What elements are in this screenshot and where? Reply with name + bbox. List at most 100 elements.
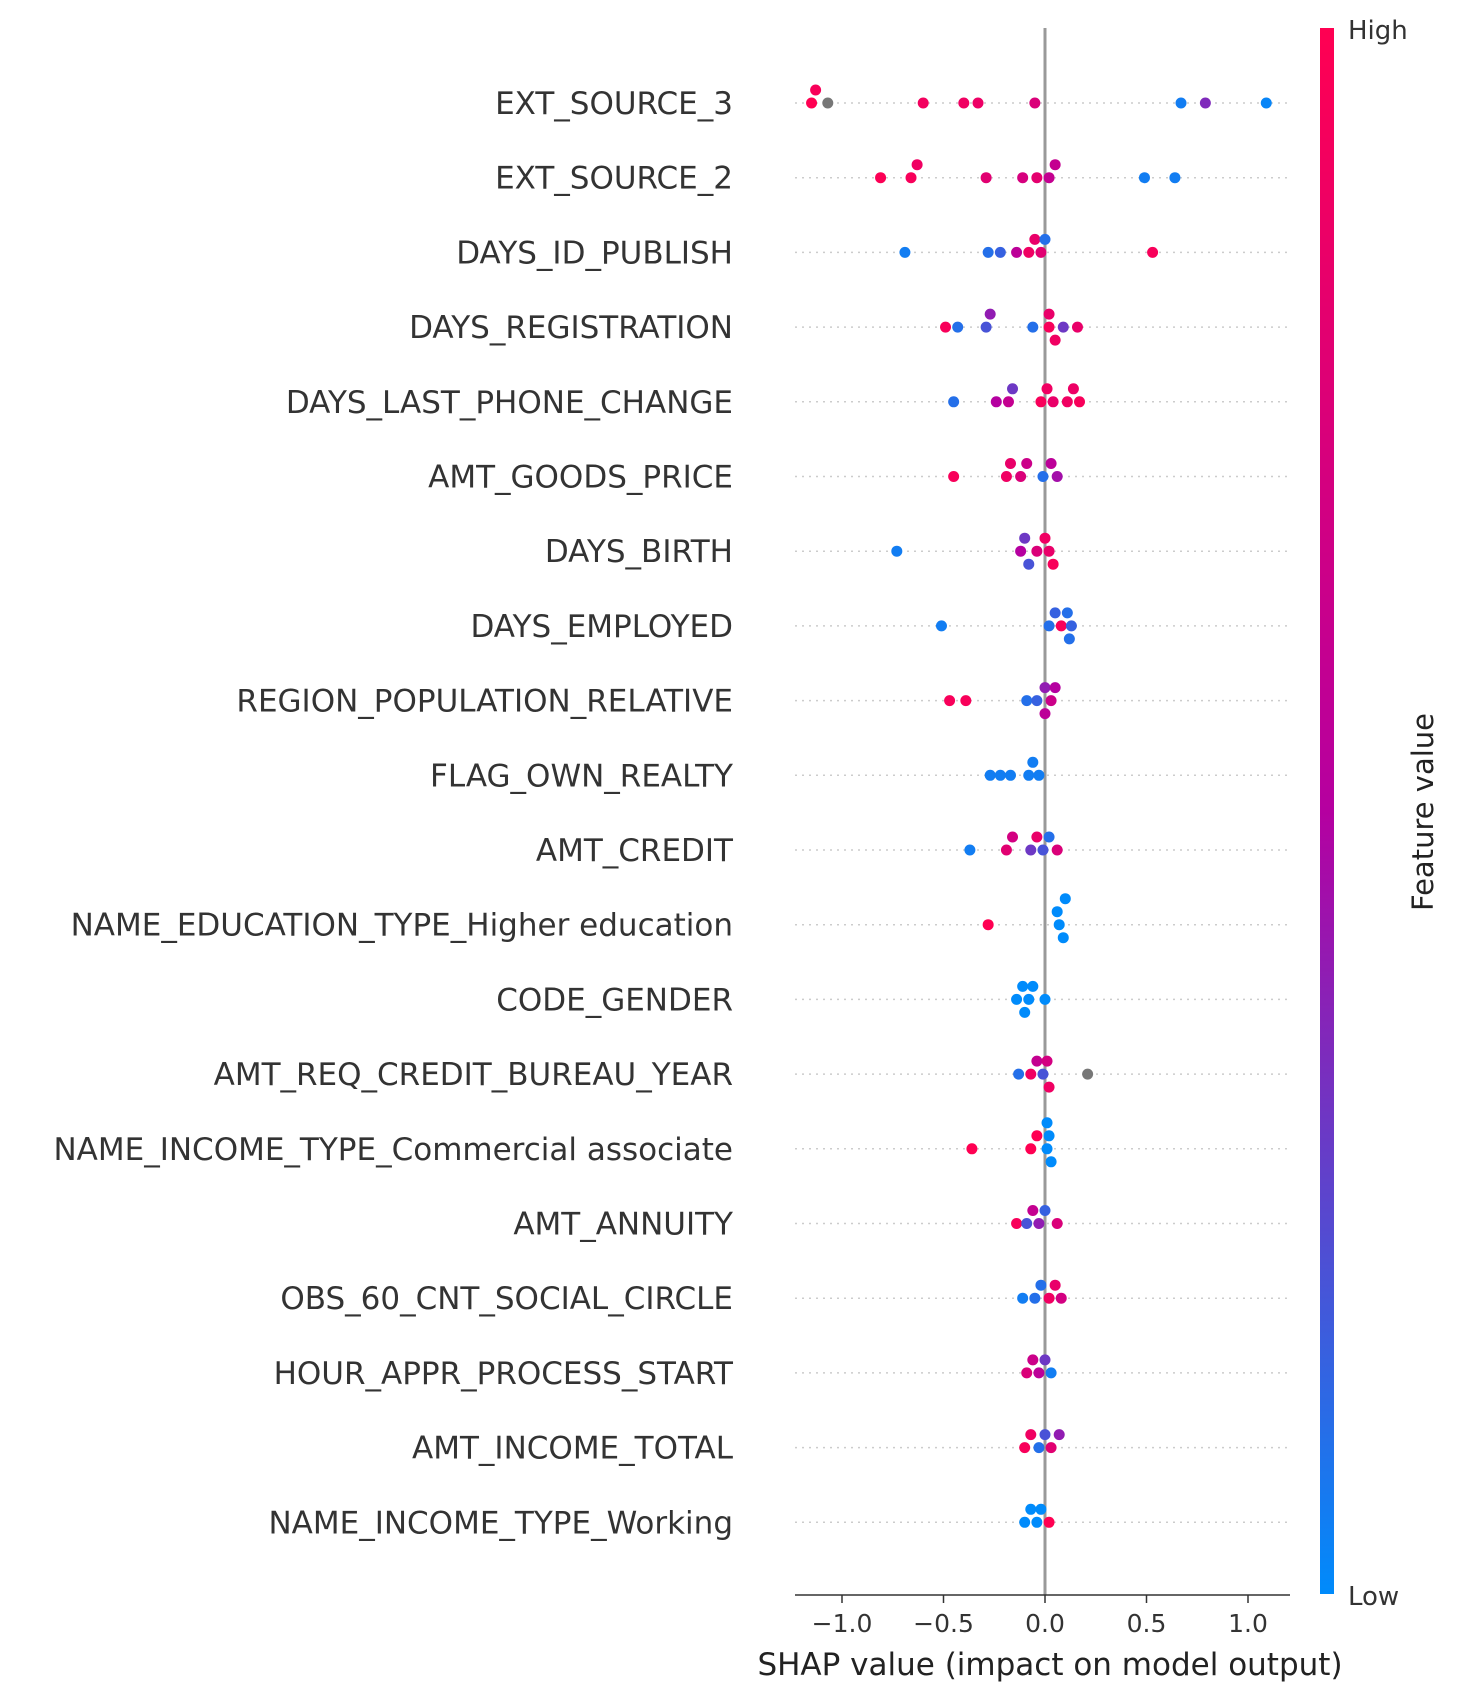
shap-point: [1025, 1068, 1037, 1080]
shap-point: [1021, 695, 1033, 707]
shap-point: [1027, 980, 1039, 992]
shap-point: [1004, 769, 1016, 781]
shap-point: [1025, 844, 1037, 856]
shap-point: [806, 97, 818, 109]
shap-point: [1035, 1279, 1047, 1291]
feature-label: EXT_SOURCE_3: [495, 86, 733, 122]
shap-point: [1031, 831, 1043, 843]
shap-point: [1025, 1503, 1037, 1515]
shap-point: [1051, 471, 1063, 482]
shap-point: [944, 695, 956, 707]
shap-point: [1045, 1367, 1057, 1379]
shap-point: [980, 172, 992, 184]
feature-label: EXT_SOURCE_2: [495, 161, 733, 197]
shap-point: [980, 321, 992, 333]
feature-label: AMT_GOODS_PRICE: [428, 460, 733, 496]
shap-point: [1017, 172, 1029, 184]
points-layer: [806, 84, 1272, 1528]
shap-point: [1057, 932, 1069, 944]
shap-point: [1023, 993, 1035, 1005]
shap-point: [875, 172, 887, 184]
shap-point: [1031, 545, 1043, 557]
shap-point: [1027, 1205, 1039, 1216]
x-tick-label: 0.0: [1025, 1609, 1065, 1638]
shap-point: [1023, 246, 1035, 258]
shap-point: [1039, 532, 1051, 544]
shap-point: [1011, 246, 1023, 258]
shap-point: [1039, 993, 1051, 1005]
shap-point: [960, 695, 972, 707]
colorbar-low-label: Low: [1348, 1582, 1399, 1612]
shap-point: [1047, 396, 1059, 408]
shap-point: [1027, 756, 1039, 768]
shap-point: [917, 97, 929, 109]
shap-point: [1043, 545, 1055, 557]
shap-point: [1082, 1068, 1094, 1080]
shap-point: [1037, 471, 1049, 482]
feature-label: DAYS_BIRTH: [545, 534, 733, 570]
feature-label: DAYS_ID_PUBLISH: [456, 235, 733, 271]
x-tick-label: −0.5: [913, 1609, 974, 1638]
shap-point: [1043, 620, 1055, 632]
shap-point: [1039, 708, 1051, 720]
shap-point: [1175, 97, 1187, 109]
shap-point: [964, 844, 976, 856]
shap-point: [1011, 993, 1023, 1005]
shap-point: [822, 97, 834, 109]
shap-point: [1035, 396, 1047, 408]
shap-point: [1029, 1292, 1041, 1304]
shap-point: [1031, 1516, 1043, 1528]
shap-point: [1049, 682, 1061, 694]
shap-point: [1027, 1354, 1039, 1366]
shap-point: [1047, 558, 1059, 570]
shap-point: [1043, 1081, 1055, 1093]
shap-point: [1037, 1068, 1049, 1080]
shap-point: [1021, 458, 1033, 469]
shap-point: [1061, 607, 1073, 619]
shap-point: [1138, 172, 1150, 184]
shap-point: [1023, 558, 1035, 570]
shap-point: [1039, 1354, 1051, 1366]
shap-point: [1051, 844, 1063, 856]
feature-label: AMT_REQ_CREDIT_BUREAU_YEAR: [214, 1057, 733, 1093]
feature-label: AMT_CREDIT: [536, 833, 734, 869]
shap-point: [1169, 172, 1181, 184]
shap-point: [1007, 383, 1019, 395]
shap-point: [982, 246, 994, 258]
shap-point: [940, 321, 952, 333]
shap-point: [899, 246, 911, 258]
shap-point: [1015, 545, 1027, 557]
shap-point: [1002, 396, 1014, 408]
shap-point: [891, 545, 903, 557]
shap-point: [1043, 831, 1055, 843]
shap-point: [1061, 396, 1073, 408]
shap-point: [1035, 246, 1047, 258]
feature-label: NAME_INCOME_TYPE_Working: [268, 1505, 733, 1541]
shap-point: [810, 84, 822, 96]
shap-point: [1041, 1055, 1053, 1067]
shap-point: [1033, 769, 1045, 781]
x-tick-label: −1.0: [812, 1609, 873, 1638]
shap-point: [1045, 695, 1057, 707]
shap-point: [1019, 1442, 1031, 1454]
shap-point: [1011, 1218, 1023, 1229]
shap-point: [1021, 1218, 1033, 1229]
shap-point: [1049, 607, 1061, 619]
shap-point: [1051, 906, 1063, 918]
colorbar-high-label: High: [1348, 16, 1408, 46]
shap-point: [911, 159, 923, 171]
feature-labels: EXT_SOURCE_3 EXT_SOURCE_2 DAYS_ID_PUBLISH D…: [53, 86, 734, 1541]
feature-label: NAME_EDUCATION_TYPE_Higher education: [71, 908, 733, 944]
shap-point: [1033, 1367, 1045, 1379]
shap-point: [952, 321, 964, 333]
feature-label: OBS_60_CNT_SOCIAL_CIRCLE: [280, 1281, 733, 1317]
shap-point: [1071, 321, 1083, 333]
shap-point: [1045, 458, 1057, 469]
shap-point: [1260, 97, 1272, 109]
shap-point: [1057, 321, 1069, 333]
shap-point: [994, 769, 1006, 781]
shap-point: [1019, 1516, 1031, 1528]
shap-point: [1037, 844, 1049, 856]
shap-point: [1055, 620, 1067, 632]
shap-point: [905, 172, 917, 184]
